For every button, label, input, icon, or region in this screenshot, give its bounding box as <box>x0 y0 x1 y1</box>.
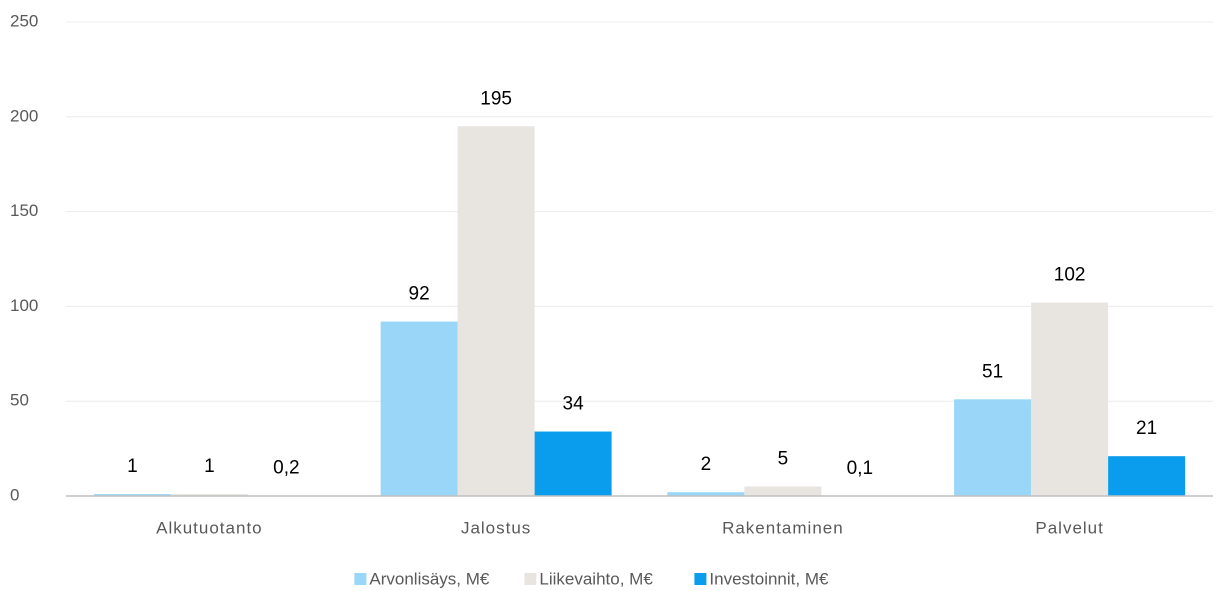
data-label: 195 <box>480 88 512 109</box>
data-label: 34 <box>563 394 585 415</box>
bar <box>380 321 458 496</box>
y-tick-label: 50 <box>10 391 29 410</box>
data-label: 51 <box>982 361 1003 382</box>
y-tick-label: 0 <box>10 485 19 504</box>
bar <box>1108 456 1186 496</box>
data-label: 1 <box>127 456 138 477</box>
y-tick-label: 150 <box>10 201 38 220</box>
bar <box>457 126 535 496</box>
y-tick-label: 200 <box>10 106 38 125</box>
data-label: 5 <box>778 449 789 470</box>
legend-swatch <box>694 573 707 585</box>
legend-swatch <box>524 573 537 585</box>
x-tick-label: Alkutuotanto <box>156 518 263 537</box>
bar <box>1031 302 1109 496</box>
data-label: 0,2 <box>273 458 299 479</box>
y-tick-label: 250 <box>10 11 38 30</box>
bar <box>170 494 248 496</box>
legend-label: Investoinnit, M€ <box>709 569 829 588</box>
data-label: 21 <box>1136 418 1157 439</box>
data-label: 2 <box>701 454 712 475</box>
bar <box>93 494 171 496</box>
data-label: 92 <box>409 284 430 305</box>
x-tick-label: Rakentaminen <box>722 518 844 537</box>
legend-label: Liikevaihto, M€ <box>539 569 653 588</box>
legend-swatch <box>354 573 367 585</box>
data-label: 1 <box>204 456 215 477</box>
y-tick-label: 100 <box>10 296 38 315</box>
legend-label: Arvonlisäys, M€ <box>369 569 490 588</box>
bar <box>954 399 1032 496</box>
bar <box>534 431 612 496</box>
x-tick-label: Palvelut <box>1035 518 1103 537</box>
bar <box>744 486 822 496</box>
data-label: 0,1 <box>847 458 873 479</box>
data-label: 102 <box>1054 265 1086 286</box>
x-tick-label: Jalostus <box>461 518 531 537</box>
bar <box>667 492 745 496</box>
